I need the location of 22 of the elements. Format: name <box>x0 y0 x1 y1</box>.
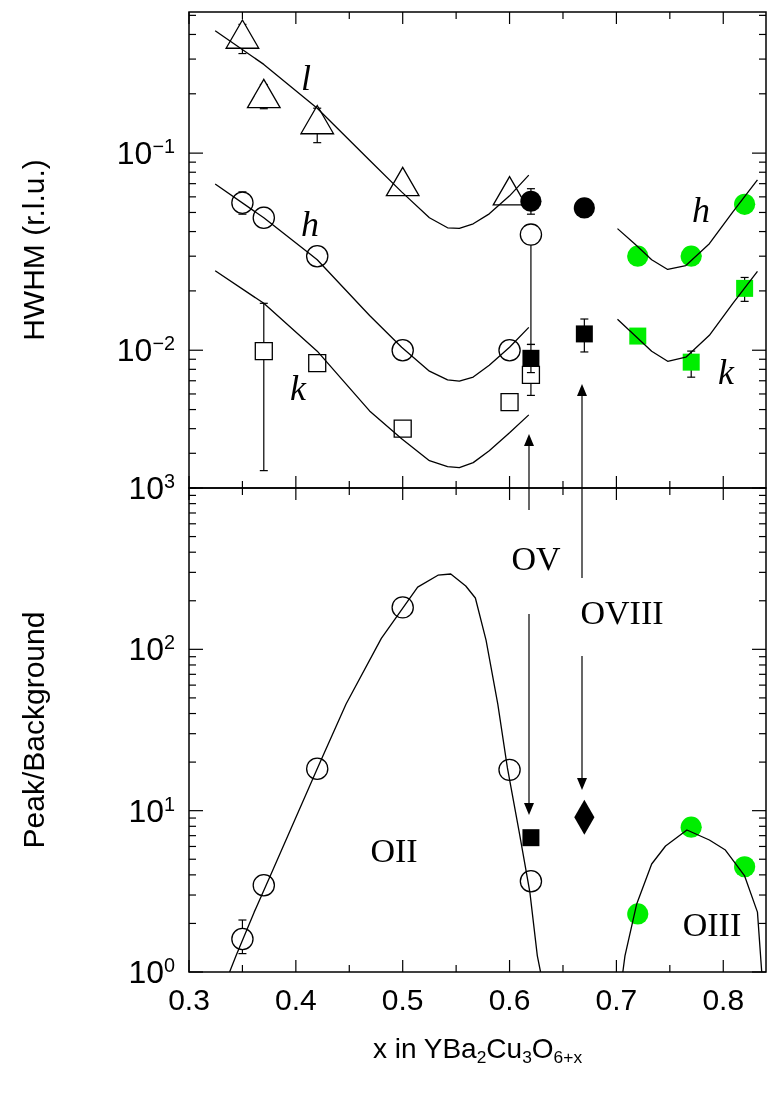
y-tick-label: 10$^{1}$ <box>128 792 175 829</box>
y-axis-title: HWHM (r.l.u.) <box>17 159 50 341</box>
y-tick-label: 10$^{−2}$ <box>116 332 175 369</box>
annotation: OII <box>370 831 418 869</box>
x-tick-label: 0.8 <box>702 983 745 1016</box>
annotation: l <box>300 58 312 98</box>
x-tick-label: 0.4 <box>274 983 317 1016</box>
x-tick-label: 0.7 <box>595 983 638 1016</box>
annotation: h <box>692 190 710 230</box>
y-axis-title: Peak/Background <box>17 611 50 849</box>
x-tick-label: 0.5 <box>381 983 424 1016</box>
annotation: OV <box>511 539 561 577</box>
annotation: k <box>718 352 736 392</box>
annotation: h <box>301 204 319 244</box>
y-tick-label: 10$^{2}$ <box>128 631 175 668</box>
annotation: OVIII <box>580 593 664 631</box>
annotation: OIII <box>682 905 742 943</box>
x-tick-label: 0.6 <box>488 983 531 1016</box>
annotation: k <box>290 368 308 408</box>
y-tick-label: 10$^{−1}$ <box>116 135 175 172</box>
x-axis-title: x in YBa$_{2}$Cu$_{3}$O$_{6+x}$ <box>372 1033 583 1068</box>
y-tick-label: 10$^{3}$ <box>128 470 175 506</box>
